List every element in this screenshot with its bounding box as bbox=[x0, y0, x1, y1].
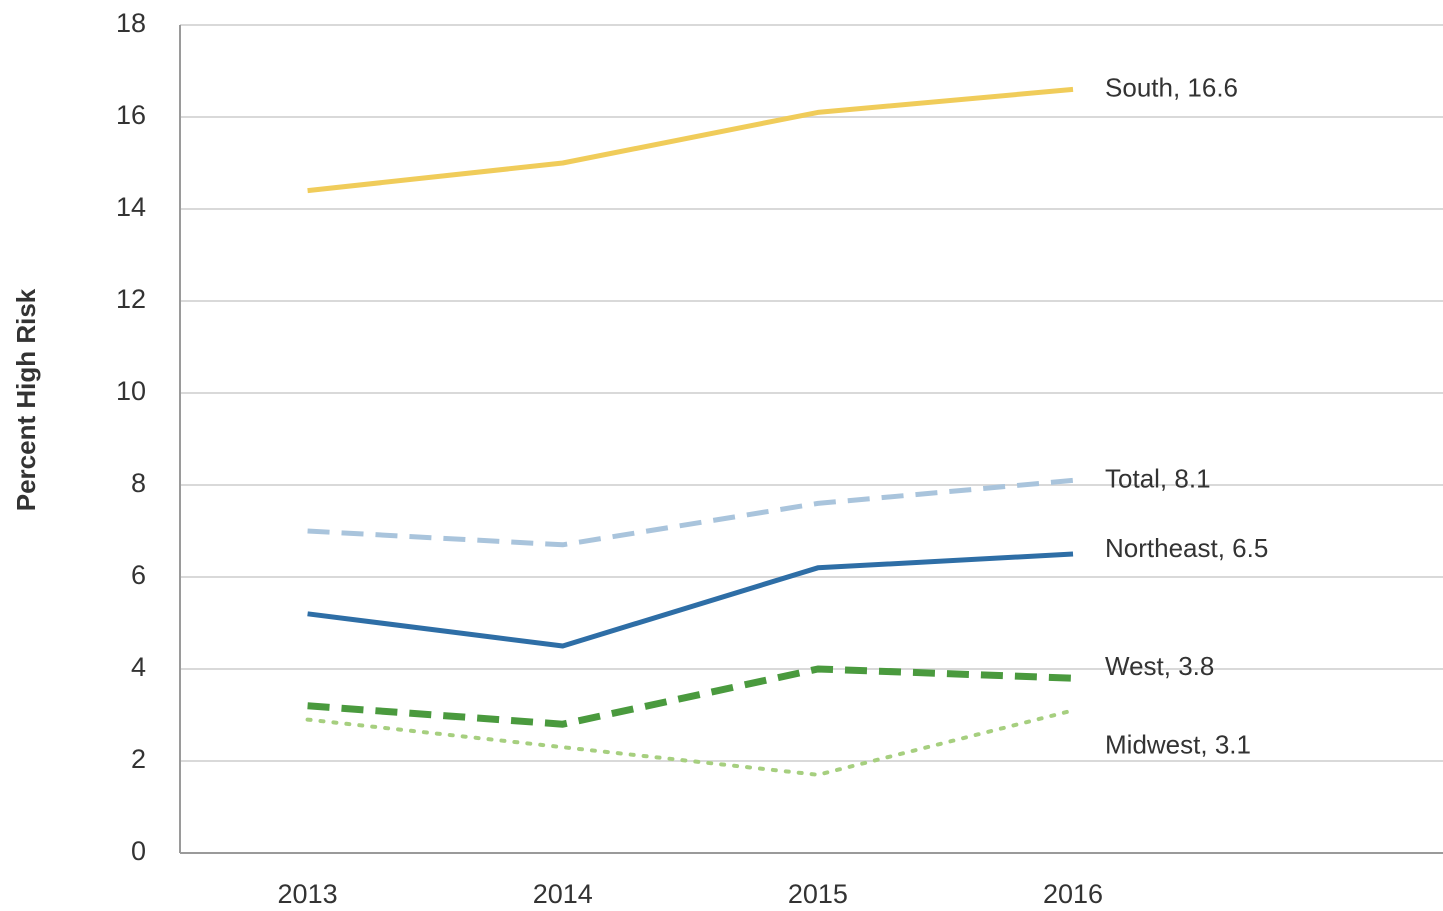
y-tick-label: 14 bbox=[116, 192, 146, 222]
end-label: South, 16.6 bbox=[1105, 72, 1238, 102]
x-tick-label: 2015 bbox=[788, 879, 848, 909]
y-tick-label: 4 bbox=[131, 652, 146, 682]
y-axis-title: Percent High Risk bbox=[11, 288, 41, 511]
y-tick-label: 10 bbox=[116, 376, 146, 406]
end-label: Northeast, 6.5 bbox=[1105, 533, 1268, 563]
end-label: Midwest, 3.1 bbox=[1105, 729, 1251, 759]
series-line bbox=[307, 665, 1074, 728]
end-label: West, 3.8 bbox=[1105, 651, 1214, 681]
y-tick-label: 16 bbox=[116, 100, 146, 130]
y-tick-label: 2 bbox=[131, 744, 146, 774]
x-tick-label: 2014 bbox=[533, 879, 593, 909]
y-tick-label: 6 bbox=[131, 560, 146, 590]
end-label: Total, 8.1 bbox=[1105, 463, 1211, 493]
y-tick-label: 0 bbox=[131, 836, 146, 866]
y-tick-label: 12 bbox=[116, 284, 146, 314]
y-tick-label: 18 bbox=[116, 8, 146, 38]
series-line bbox=[307, 477, 1074, 548]
x-tick-label: 2013 bbox=[278, 879, 338, 909]
y-tick-label: 8 bbox=[131, 468, 146, 498]
series-line bbox=[307, 551, 1074, 649]
series-line bbox=[305, 708, 1076, 777]
x-tick-label: 2016 bbox=[1043, 879, 1103, 909]
series-line bbox=[307, 86, 1074, 194]
